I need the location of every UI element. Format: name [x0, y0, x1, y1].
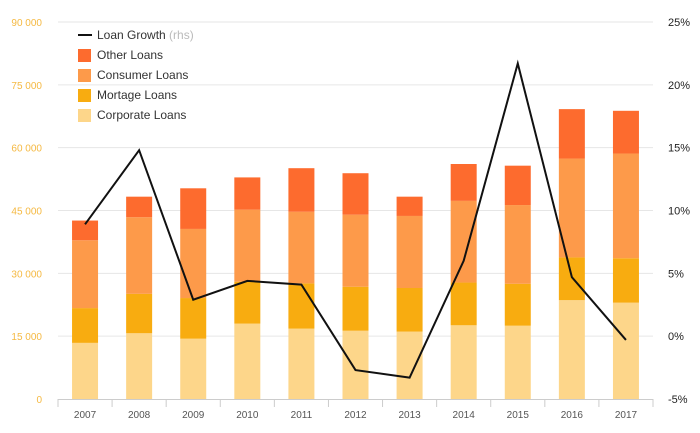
- bar-corporate-loans-2011: [288, 328, 315, 399]
- bar-corporate-loans-2014: [450, 325, 477, 399]
- bar-consumer-loans-2015: [504, 205, 531, 284]
- left-tick-label: 30 000: [11, 269, 42, 280]
- x-tick-label: 2015: [507, 410, 530, 421]
- bar-mortage-loans-2013: [396, 287, 423, 332]
- loan-growth-line-group: [84, 59, 627, 379]
- x-tick-label: 2007: [74, 410, 97, 421]
- legend-note: (rhs): [166, 28, 194, 42]
- bar-corporate-loans-2007: [72, 342, 99, 399]
- x-tick-label: 2016: [561, 410, 584, 421]
- bar-mortage-loans-2016: [558, 257, 585, 301]
- left-tick-label: 15 000: [11, 332, 42, 343]
- x-tick-label: 2012: [344, 410, 367, 421]
- x-tick-label: 2013: [398, 410, 421, 421]
- legend-label-other-loans: Other Loans: [97, 48, 163, 62]
- bar-other-loans-2011: [288, 168, 315, 212]
- left-axis: 0 15 000 30 000 45 000 60 000 75 000 90 000: [11, 18, 42, 406]
- right-tick-label: 20%: [668, 80, 690, 92]
- x-tick-label: 2009: [182, 410, 205, 421]
- bar-consumer-loans-2007: [72, 240, 99, 309]
- bar-corporate-loans-2012: [342, 330, 369, 399]
- bar-other-loans-2016: [558, 109, 585, 159]
- bar-consumer-loans-2012: [342, 214, 369, 287]
- bar-corporate-loans-2015: [504, 325, 531, 399]
- right-tick-label: 25%: [668, 17, 690, 29]
- bar-corporate-loans-2013: [396, 331, 423, 399]
- bar-other-loans-2017: [612, 110, 639, 154]
- x-tick-label: 2017: [615, 410, 638, 421]
- legend-swatch-mortage-loans: [78, 89, 91, 102]
- bar-consumer-loans-2009: [180, 228, 207, 299]
- bar-mortage-loans-2008: [126, 293, 153, 334]
- bar-other-loans-2015: [504, 165, 531, 206]
- legend-label-loan-growth: Loan Growth (rhs): [97, 28, 194, 42]
- bar-corporate-loans-2010: [234, 323, 261, 399]
- loan-growth-line: [84, 59, 627, 379]
- bar-other-loans-2012: [342, 173, 369, 215]
- legend-label-corporate-loans: Corporate Loans: [97, 108, 186, 122]
- left-tick-label: 90 000: [11, 18, 42, 29]
- left-tick-label: 45 000: [11, 207, 42, 218]
- legend-swatch-other-loans: [78, 49, 91, 62]
- bar-consumer-loans-2017: [612, 153, 639, 259]
- x-tick-label: 2010: [236, 410, 259, 421]
- bar-corporate-loans-2009: [180, 338, 207, 399]
- bar-mortage-loans-2010: [234, 281, 261, 324]
- legend-label-mortage-loans: Mortage Loans: [97, 88, 177, 102]
- bar-mortage-loans-2017: [612, 258, 639, 303]
- left-tick-label: 0: [36, 395, 42, 406]
- bar-corporate-loans-2017: [612, 302, 639, 399]
- bar-mortage-loans-2015: [504, 283, 531, 326]
- bar-other-loans-2013: [396, 196, 423, 216]
- bar-consumer-loans-2011: [288, 211, 315, 284]
- bar-other-loans-2007: [72, 220, 99, 241]
- bar-consumer-loans-2010: [234, 209, 261, 282]
- legend-label-consumer-loans: Consumer Loans: [97, 68, 188, 82]
- legend: Loan Growth (rhs) Other Loans Consumer Loa…: [78, 28, 194, 122]
- legend-swatch-consumer-loans: [78, 69, 91, 82]
- x-tick-label: 2008: [128, 410, 151, 421]
- bar-other-loans-2010: [234, 177, 261, 210]
- left-tick-label: 75 000: [11, 81, 42, 92]
- bar-other-loans-2014: [450, 164, 477, 201]
- bar-other-loans-2009: [180, 188, 207, 229]
- bar-other-loans-2008: [126, 196, 153, 218]
- right-tick-label: -5%: [668, 394, 688, 406]
- bar-corporate-loans-2008: [126, 333, 153, 399]
- bar-consumer-loans-2013: [396, 215, 423, 288]
- legend-swatch-corporate-loans: [78, 109, 91, 122]
- right-tick-label: 10%: [668, 206, 690, 218]
- bar-mortage-loans-2011: [288, 283, 315, 329]
- bar-corporate-loans-2016: [558, 300, 585, 399]
- bar-stack-group: [72, 109, 639, 399]
- left-tick-label: 60 000: [11, 144, 42, 155]
- x-tick-label: 2014: [453, 410, 476, 421]
- bar-mortage-loans-2009: [180, 298, 207, 339]
- bar-mortage-loans-2012: [342, 286, 369, 331]
- bar-consumer-loans-2014: [450, 200, 477, 283]
- x-tick-label: 2011: [291, 410, 313, 421]
- right-axis: -5% 0% 5% 10% 15% 20% 25%: [668, 17, 690, 406]
- x-axis: 2007 2008 2009 2010 2011 2012 2013 2014 2015 2016…: [57, 399, 654, 421]
- bar-mortage-loans-2014: [450, 282, 477, 326]
- bar-consumer-loans-2008: [126, 217, 153, 294]
- right-tick-label: 5%: [668, 268, 684, 280]
- bar-mortage-loans-2007: [72, 308, 99, 343]
- right-tick-label: 0%: [668, 331, 684, 343]
- right-tick-label: 15%: [668, 143, 690, 155]
